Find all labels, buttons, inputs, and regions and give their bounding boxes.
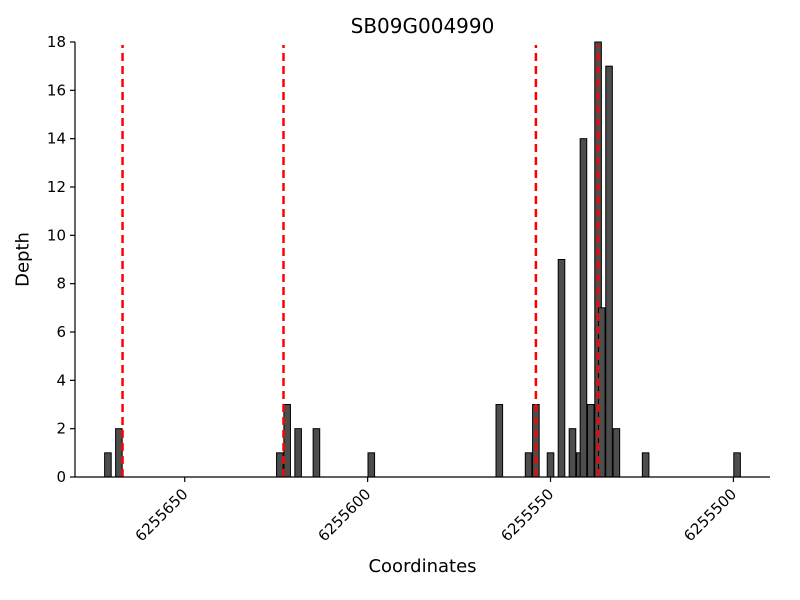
y-tick-label: 0 [56, 468, 66, 486]
depth-bar [579, 138, 588, 478]
depth-bar [557, 259, 566, 478]
depth-bar [586, 404, 595, 478]
x-tick-label: 6255550 [497, 485, 557, 545]
depth-bar [524, 452, 533, 478]
x-tick-label: 6255500 [680, 485, 740, 545]
depth-bar [104, 452, 112, 478]
depth-bar [641, 452, 650, 478]
x-axis-label: Coordinates [368, 556, 477, 577]
depth-bar [605, 65, 613, 478]
y-tick-label: 4 [56, 371, 66, 389]
y-tick-label: 8 [56, 275, 66, 293]
x-tick-label: 6255650 [132, 485, 192, 545]
depth-bar [733, 452, 741, 478]
depth-bar [312, 428, 321, 478]
x-tick-label: 6255600 [314, 485, 374, 545]
depth-bar [294, 428, 302, 478]
y-tick-label: 10 [47, 226, 66, 244]
depth-bar [367, 452, 376, 478]
y-axis-label: Depth [12, 232, 34, 287]
depth-bar [495, 404, 504, 478]
depth-bar [568, 428, 577, 478]
y-tick-label: 14 [47, 130, 66, 148]
depth-bar [283, 404, 291, 478]
y-tick-label: 16 [47, 81, 66, 99]
depth-bar [532, 404, 540, 478]
depth-bar [115, 428, 123, 478]
y-tick-label: 2 [56, 420, 66, 438]
y-tick-label: 12 [47, 178, 66, 196]
y-tick-label: 18 [47, 33, 66, 51]
depth-bar [612, 428, 621, 478]
chart-title: SB09G004990 [350, 14, 495, 38]
depth-bar [276, 452, 284, 478]
depth-bar [546, 452, 555, 478]
depth-bar [597, 307, 606, 478]
y-tick-label: 6 [56, 323, 66, 341]
